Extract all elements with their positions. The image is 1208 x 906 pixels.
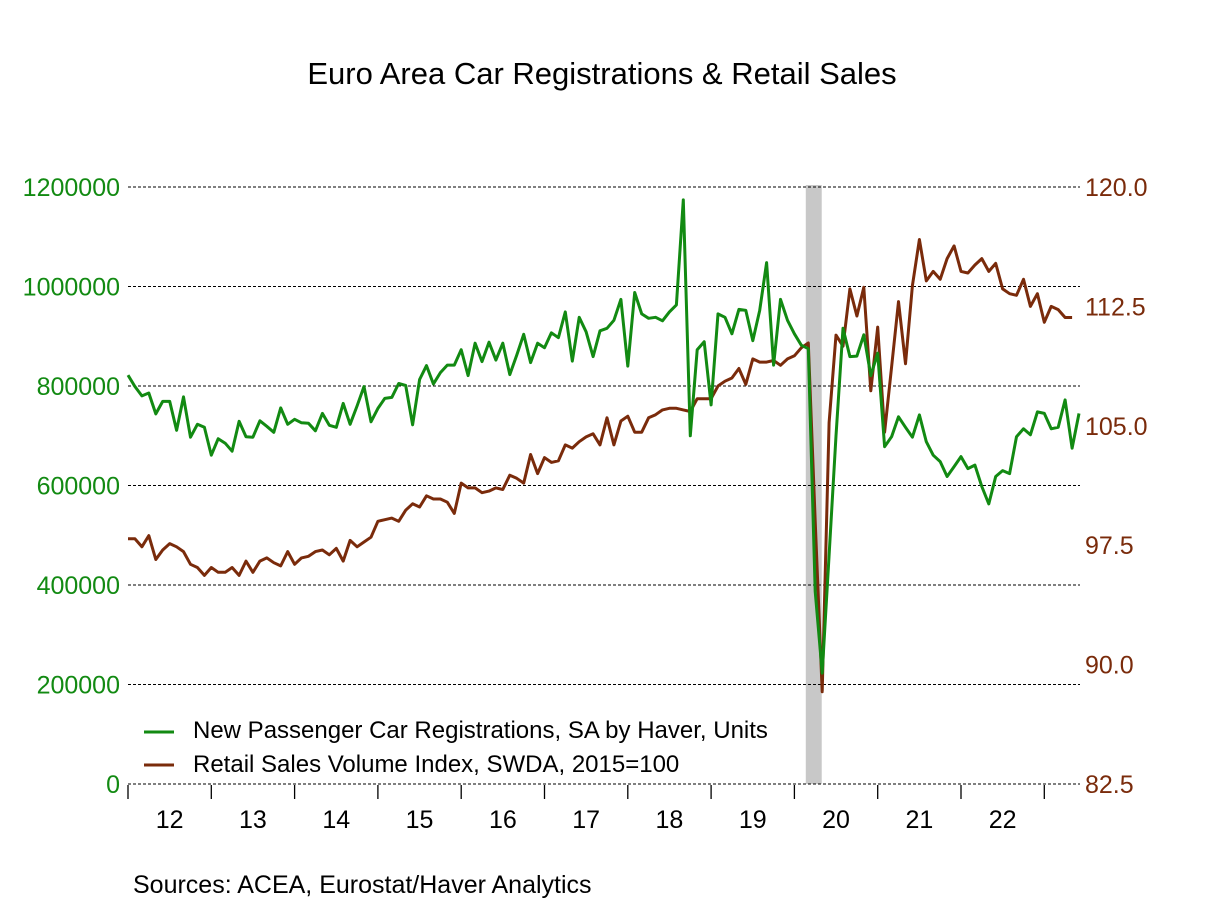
left-tick-label: 1200000 — [23, 174, 120, 202]
x-tick-label: 12 — [156, 806, 184, 834]
left-tick-label: 800000 — [37, 373, 120, 401]
right-tick-label: 120.0 — [1085, 174, 1148, 202]
left-axis-labels: 0 200000 400000 600000 800000 1000000 1200000 — [23, 174, 120, 799]
x-axis: 12 13 14 15 16 17 18 19 20 21 22 — [127, 785, 1045, 834]
x-tick-label: 16 — [489, 806, 517, 834]
gridlines — [128, 186, 1080, 785]
left-tick-label: 1000000 — [23, 274, 120, 302]
right-tick-label: 82.5 — [1085, 771, 1134, 799]
left-tick-label: 400000 — [37, 572, 120, 600]
x-tick-label: 20 — [822, 806, 850, 834]
right-tick-label: 97.5 — [1085, 532, 1134, 560]
legend-label-car-registrations: New Passenger Car Registrations, SA by H… — [193, 717, 768, 744]
x-tick-label: 22 — [989, 806, 1017, 834]
right-tick-label: 90.0 — [1085, 652, 1134, 680]
x-tick-label: 15 — [406, 806, 434, 834]
retail-sales-line — [128, 238, 1073, 694]
x-tick-label: 19 — [739, 806, 767, 834]
right-axis-labels: 82.5 90.0 97.5 105.0 112.5 120.0 — [1085, 174, 1148, 799]
right-tick-label: 112.5 — [1085, 293, 1146, 321]
x-tick-label: 13 — [239, 806, 267, 834]
chart-title: Euro Area Car Registrations & Retail Sal… — [307, 56, 896, 91]
legend: New Passenger Car Registrations, SA by H… — [144, 717, 768, 778]
right-tick-label: 105.0 — [1085, 413, 1148, 441]
series-lines — [126, 198, 1081, 694]
x-tick-label: 14 — [322, 806, 350, 834]
x-tick-label: 21 — [905, 806, 933, 834]
source-note: Sources: ACEA, Eurostat/Haver Analytics — [133, 871, 592, 899]
left-tick-label: 600000 — [37, 473, 120, 501]
left-tick-label: 0 — [106, 771, 120, 799]
left-tick-label: 200000 — [37, 672, 120, 700]
x-tick-label: 17 — [572, 806, 600, 834]
x-tick-label: 18 — [656, 806, 684, 834]
legend-label-retail-sales: Retail Sales Volume Index, SWDA, 2015=10… — [193, 751, 679, 778]
car-registrations-line — [126, 198, 1081, 675]
